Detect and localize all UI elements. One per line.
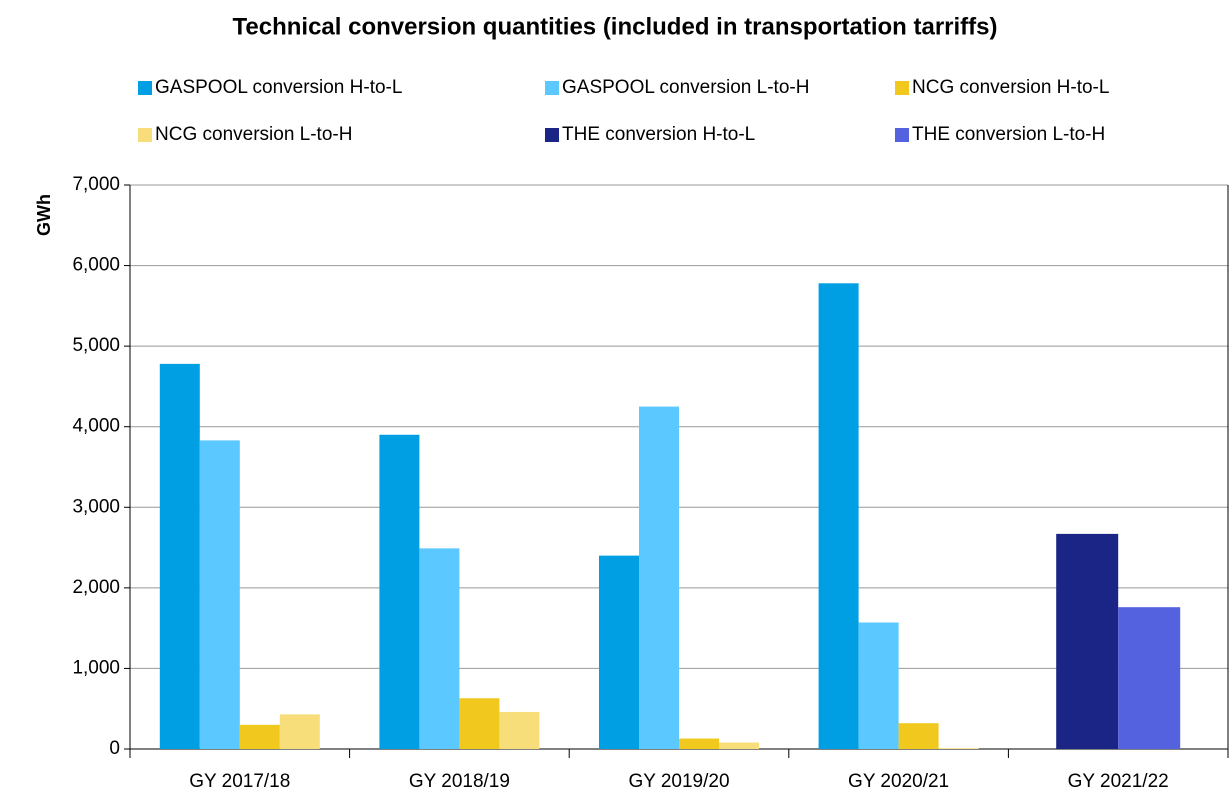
y-axis-label: GWh: [34, 194, 54, 236]
y-tick-label: 3,000: [72, 496, 120, 517]
legend-swatch: [545, 81, 559, 95]
x-tick-label: GY 2017/18: [189, 771, 290, 792]
bar: [459, 698, 500, 749]
y-tick-label: 6,000: [72, 255, 120, 276]
bar: [159, 363, 200, 749]
y-tick-label: 0: [109, 738, 120, 759]
legend-swatch: [138, 81, 152, 95]
bar: [639, 406, 679, 749]
bar: [719, 742, 759, 749]
legend-swatch: [138, 128, 152, 142]
legend-label: NCG conversion H-to-L: [912, 77, 1109, 98]
bar: [199, 440, 240, 749]
bar: [1056, 533, 1119, 749]
bar: [279, 714, 320, 749]
y-tick-label: 1,000: [72, 657, 120, 678]
bar: [239, 724, 280, 749]
chart-title: Technical conversion quantities (include…: [233, 13, 998, 40]
x-tick-label: GY 2018/19: [409, 771, 510, 792]
legend-swatch: [895, 128, 909, 142]
bar: [1118, 607, 1181, 749]
bar: [938, 748, 979, 749]
x-tick-label: GY 2019/20: [628, 771, 729, 792]
legend-label: GASPOOL conversion H-to-L: [155, 77, 402, 98]
legend-swatch: [895, 81, 909, 95]
y-tick-label: 4,000: [72, 416, 120, 437]
legend-label: GASPOOL conversion L-to-H: [562, 77, 809, 98]
bar: [898, 723, 939, 749]
legend-swatch: [545, 128, 559, 142]
y-tick-label: 5,000: [72, 335, 120, 356]
legend-label: NCG conversion L-to-H: [155, 124, 352, 145]
legend-label: THE conversion L-to-H: [912, 124, 1105, 145]
y-tick-label: 2,000: [72, 577, 120, 598]
x-tick-label: GY 2020/21: [848, 771, 949, 792]
bar: [499, 711, 540, 749]
bar: [599, 555, 639, 749]
bar: [379, 434, 420, 749]
bar: [419, 548, 460, 749]
bar: [679, 738, 719, 749]
x-tick-label: GY 2021/22: [1068, 771, 1169, 792]
bar: [818, 283, 859, 749]
bar: [858, 622, 899, 749]
legend-label: THE conversion H-to-L: [562, 124, 755, 145]
y-tick-label: 7,000: [72, 174, 120, 195]
